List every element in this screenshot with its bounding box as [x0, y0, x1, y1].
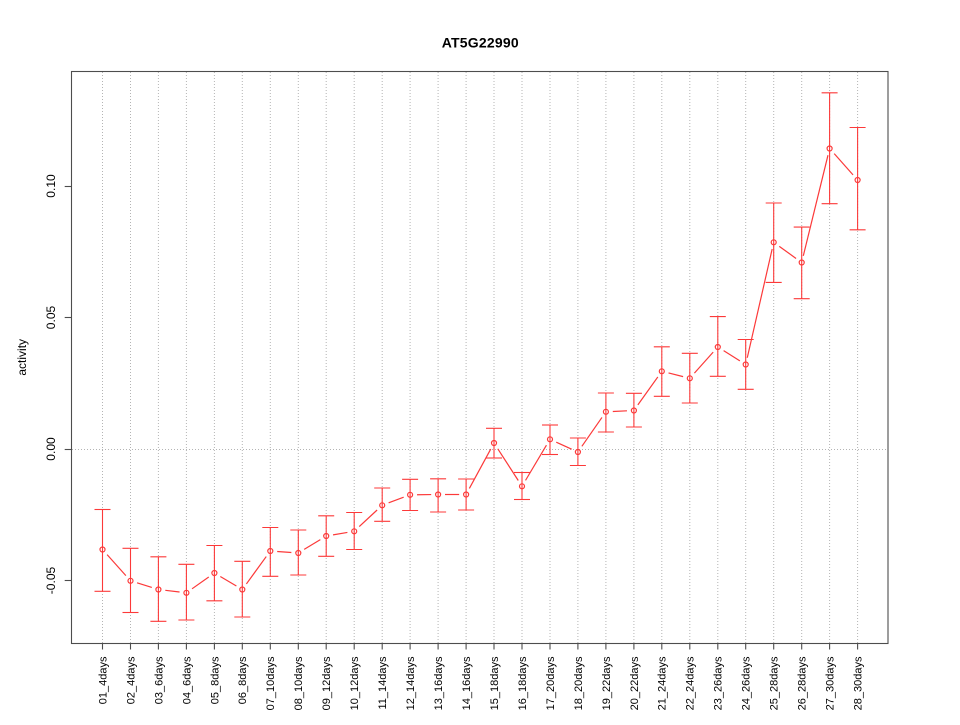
svg-text:26_28days: 26_28days: [797, 656, 809, 710]
svg-text:02_4days: 02_4days: [125, 656, 137, 704]
svg-text:16_18days: 16_18days: [517, 656, 529, 710]
svg-text:10_12days: 10_12days: [349, 656, 361, 710]
svg-text:09_12days: 09_12days: [321, 656, 333, 710]
svg-text:15_18days: 15_18days: [489, 656, 501, 710]
svg-text:-0.05: -0.05: [44, 567, 58, 595]
svg-text:12_14days: 12_14days: [405, 656, 417, 710]
svg-text:18_20days: 18_20days: [573, 656, 585, 710]
svg-text:AT5G22990: AT5G22990: [442, 35, 519, 51]
svg-text:06_8days: 06_8days: [237, 656, 249, 704]
svg-text:07_10days: 07_10days: [265, 656, 277, 710]
svg-text:19_22days: 19_22days: [601, 656, 613, 710]
svg-text:22_24days: 22_24days: [685, 656, 697, 710]
svg-text:23_26days: 23_26days: [713, 656, 725, 710]
svg-text:21_24days: 21_24days: [657, 656, 669, 710]
svg-text:01_4days: 01_4days: [97, 656, 109, 704]
svg-text:13_16days: 13_16days: [433, 656, 445, 710]
svg-text:0.05: 0.05: [44, 305, 58, 329]
svg-text:28_30days: 28_30days: [853, 656, 865, 710]
svg-text:27_30days: 27_30days: [825, 656, 837, 710]
svg-text:24_26days: 24_26days: [741, 656, 753, 710]
svg-text:activity: activity: [15, 339, 29, 376]
svg-text:11_14days: 11_14days: [377, 656, 389, 710]
svg-text:08_10days: 08_10days: [293, 656, 305, 710]
svg-text:17_20days: 17_20days: [545, 656, 557, 710]
svg-text:20_22days: 20_22days: [629, 656, 641, 710]
svg-text:0.00: 0.00: [44, 437, 58, 461]
svg-text:14_16days: 14_16days: [461, 656, 473, 710]
svg-text:25_28days: 25_28days: [769, 656, 781, 710]
svg-text:0.10: 0.10: [44, 174, 58, 198]
svg-text:05_8days: 05_8days: [209, 656, 221, 704]
svg-text:04_6days: 04_6days: [181, 656, 193, 704]
svg-text:03_6days: 03_6days: [153, 656, 165, 704]
